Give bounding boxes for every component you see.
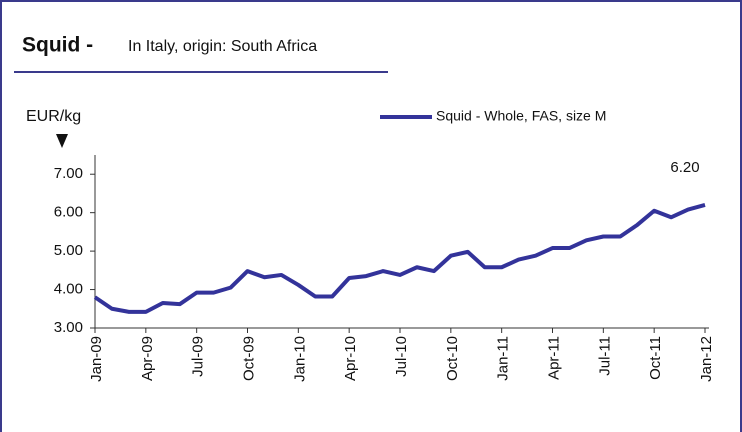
y-tick-label: 4.00 (54, 281, 83, 298)
y-tick-label: 3.00 (54, 319, 83, 336)
x-tick-label: Jul-09 (190, 336, 207, 377)
x-tick-label: Apr-09 (139, 336, 156, 381)
x-tick-label: Jan-09 (88, 336, 105, 382)
chart-title: Squid - (22, 34, 93, 57)
x-tick-label: Apr-11 (545, 336, 562, 380)
legend-label: Squid - Whole, FAS, size M (436, 108, 606, 124)
chart-subtitle: In Italy, origin: South Africa (128, 38, 317, 55)
axis-arrow (56, 134, 68, 148)
x-tick-label: Jan-11 (495, 336, 512, 381)
x-tick-label: Jan-10 (291, 336, 308, 382)
x-tick-label: Oct-09 (240, 336, 257, 381)
x-tick-label: Oct-10 (444, 336, 461, 381)
data-label: 6.20 (670, 159, 699, 176)
y-tick-label: 7.00 (54, 165, 83, 182)
y-tick-label: 5.00 (54, 242, 83, 259)
x-tick-label: Jan-12 (698, 336, 715, 382)
x-tick-label: Oct-11 (647, 336, 664, 380)
x-tick-label: Jul-10 (393, 336, 410, 377)
y-tick-label: 6.00 (54, 204, 83, 221)
y-axis-label: EUR/kg (26, 108, 81, 125)
x-tick-label: Apr-10 (342, 336, 359, 381)
data-line (93, 203, 706, 314)
x-tick-label: Jul-11 (596, 336, 613, 376)
